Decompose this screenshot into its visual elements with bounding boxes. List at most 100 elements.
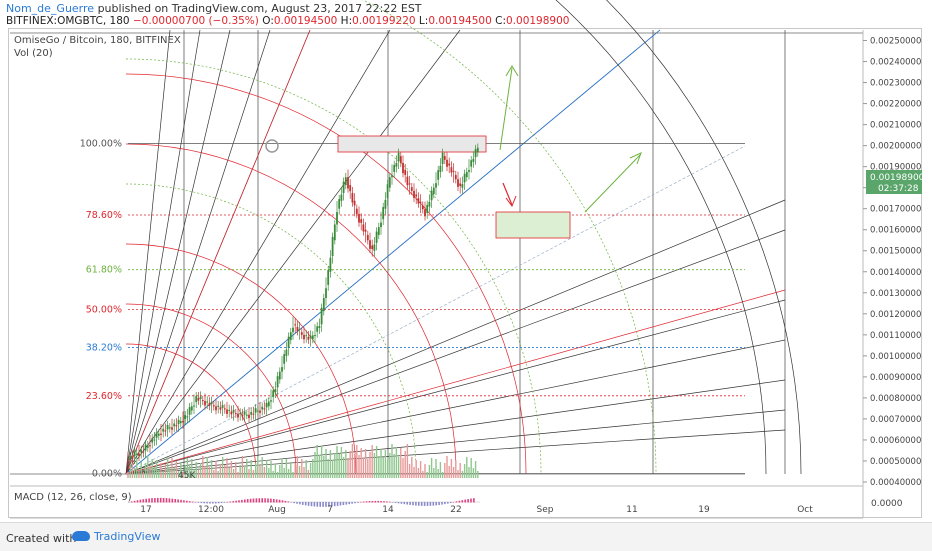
candle-body	[133, 451, 136, 457]
author-link[interactable]: Nom_de_Guerre	[6, 2, 95, 15]
price-badge-countdown: 02:37:28	[878, 184, 919, 194]
macd-histogram-bar	[258, 498, 261, 503]
volume-bar	[261, 457, 263, 478]
candle-body	[342, 181, 345, 193]
candle-body	[406, 176, 409, 186]
price-tick-label: 0.00250000	[870, 37, 921, 47]
volume-bar	[272, 471, 274, 478]
price-tick-label: 0.00080000	[870, 394, 921, 404]
volume-bar	[160, 463, 162, 478]
candle-body	[177, 419, 180, 425]
volume-bar	[155, 460, 158, 478]
macd-histogram-bar	[455, 501, 458, 503]
macd-histogram-bar	[418, 502, 420, 506]
candle-body	[292, 327, 294, 333]
volume-bar	[210, 460, 213, 478]
candle-body	[474, 149, 477, 158]
candle-body	[327, 270, 330, 285]
volume-bar	[250, 460, 252, 478]
volume-bar	[345, 450, 347, 478]
macd-histogram-bar	[217, 502, 220, 504]
macd-histogram-bar	[403, 502, 406, 505]
candle-body	[307, 336, 310, 340]
candle-body	[452, 170, 455, 172]
gann-arc	[362, 0, 657, 475]
macd-histogram-bar	[165, 498, 168, 503]
price-tick-label: 0.00190000	[870, 163, 921, 173]
volume-bar	[408, 464, 411, 478]
candle-body	[212, 405, 215, 407]
candle-body	[188, 407, 191, 415]
macd-histogram-bar	[281, 500, 284, 503]
time-tick-label: Aug	[268, 505, 286, 515]
candle-body	[318, 326, 321, 329]
volume-bar	[320, 446, 323, 478]
volume-bar	[270, 461, 272, 478]
candle-body	[300, 332, 303, 335]
macd-histogram-bar	[322, 502, 324, 507]
macd-histogram-bar	[444, 502, 446, 505]
price-tick-label: 0.00170000	[870, 205, 921, 215]
macd-histogram-bar	[133, 500, 136, 503]
volume-bar	[191, 459, 193, 478]
volume-bar	[437, 469, 439, 478]
macd-histogram-bar	[223, 502, 226, 503]
candle-body	[228, 409, 231, 411]
price-tick-label: 0.00230000	[870, 79, 921, 89]
macd-histogram-bar	[159, 497, 162, 503]
volume-bar	[384, 450, 387, 478]
time-tick-label: Sep	[537, 505, 554, 515]
volume-bar	[461, 471, 464, 478]
volume-bar	[199, 463, 202, 478]
candle-body	[421, 205, 424, 210]
volume-bar	[184, 465, 186, 478]
volume-bars	[127, 444, 479, 478]
volume-bar	[391, 444, 393, 478]
time-tick-label: 17	[140, 505, 151, 515]
volume-bar	[362, 458, 365, 478]
candle-body	[267, 401, 270, 407]
volume-bar	[226, 458, 228, 478]
volume-bar	[254, 463, 257, 478]
volume-bar	[347, 458, 349, 478]
macd-histogram-bar	[168, 498, 171, 503]
volume-bar	[386, 460, 389, 478]
tradingview-logo[interactable]: TradingView	[72, 530, 160, 543]
volume-bar	[452, 467, 455, 478]
candle-body	[437, 170, 440, 180]
gann-ray	[125, 339, 786, 475]
gann-arc	[125, 243, 357, 475]
price-tick-label: 0.00140000	[870, 268, 921, 278]
volume-bar	[283, 468, 285, 478]
volume-bar	[162, 471, 164, 478]
volume-bar	[215, 461, 217, 478]
volume-bar	[221, 457, 224, 478]
candle-body	[237, 413, 239, 418]
volume-bar	[263, 467, 266, 478]
volume-bar	[129, 465, 131, 478]
macd-histogram-bar	[302, 502, 304, 505]
chart-svg[interactable]: 100.00% 78.60% 61.80% 50.00% 38.20% 23.60% 0.0…	[0, 0, 932, 522]
price-tick-label: 0.00240000	[870, 58, 921, 68]
volume-bar	[349, 451, 351, 478]
candle-body	[380, 222, 382, 228]
volume-bar	[265, 460, 268, 478]
macd-histogram-bar	[186, 500, 188, 503]
price-tick-label: 0.00040000	[870, 478, 921, 488]
volume-bar	[149, 466, 151, 478]
candle-body	[164, 430, 167, 432]
macd-histogram-bar	[255, 498, 258, 503]
macd-zero-label: 0.0000	[871, 499, 903, 509]
candle-body	[245, 414, 248, 416]
volume-bar	[281, 458, 283, 478]
price-axis: 0.00250000 0.00240000 0.00230000 0.00220000…	[862, 30, 921, 518]
macd-histogram-bar	[397, 502, 400, 504]
candle-body	[355, 208, 358, 214]
volume-bar	[213, 470, 215, 478]
macd-histogram-bar	[464, 499, 466, 503]
up-arrow-1-head	[505, 65, 519, 77]
volume-bar	[133, 468, 136, 478]
macd-histogram-bar	[470, 498, 472, 503]
macd-histogram-bar	[249, 498, 252, 503]
volume-bar	[171, 458, 173, 478]
